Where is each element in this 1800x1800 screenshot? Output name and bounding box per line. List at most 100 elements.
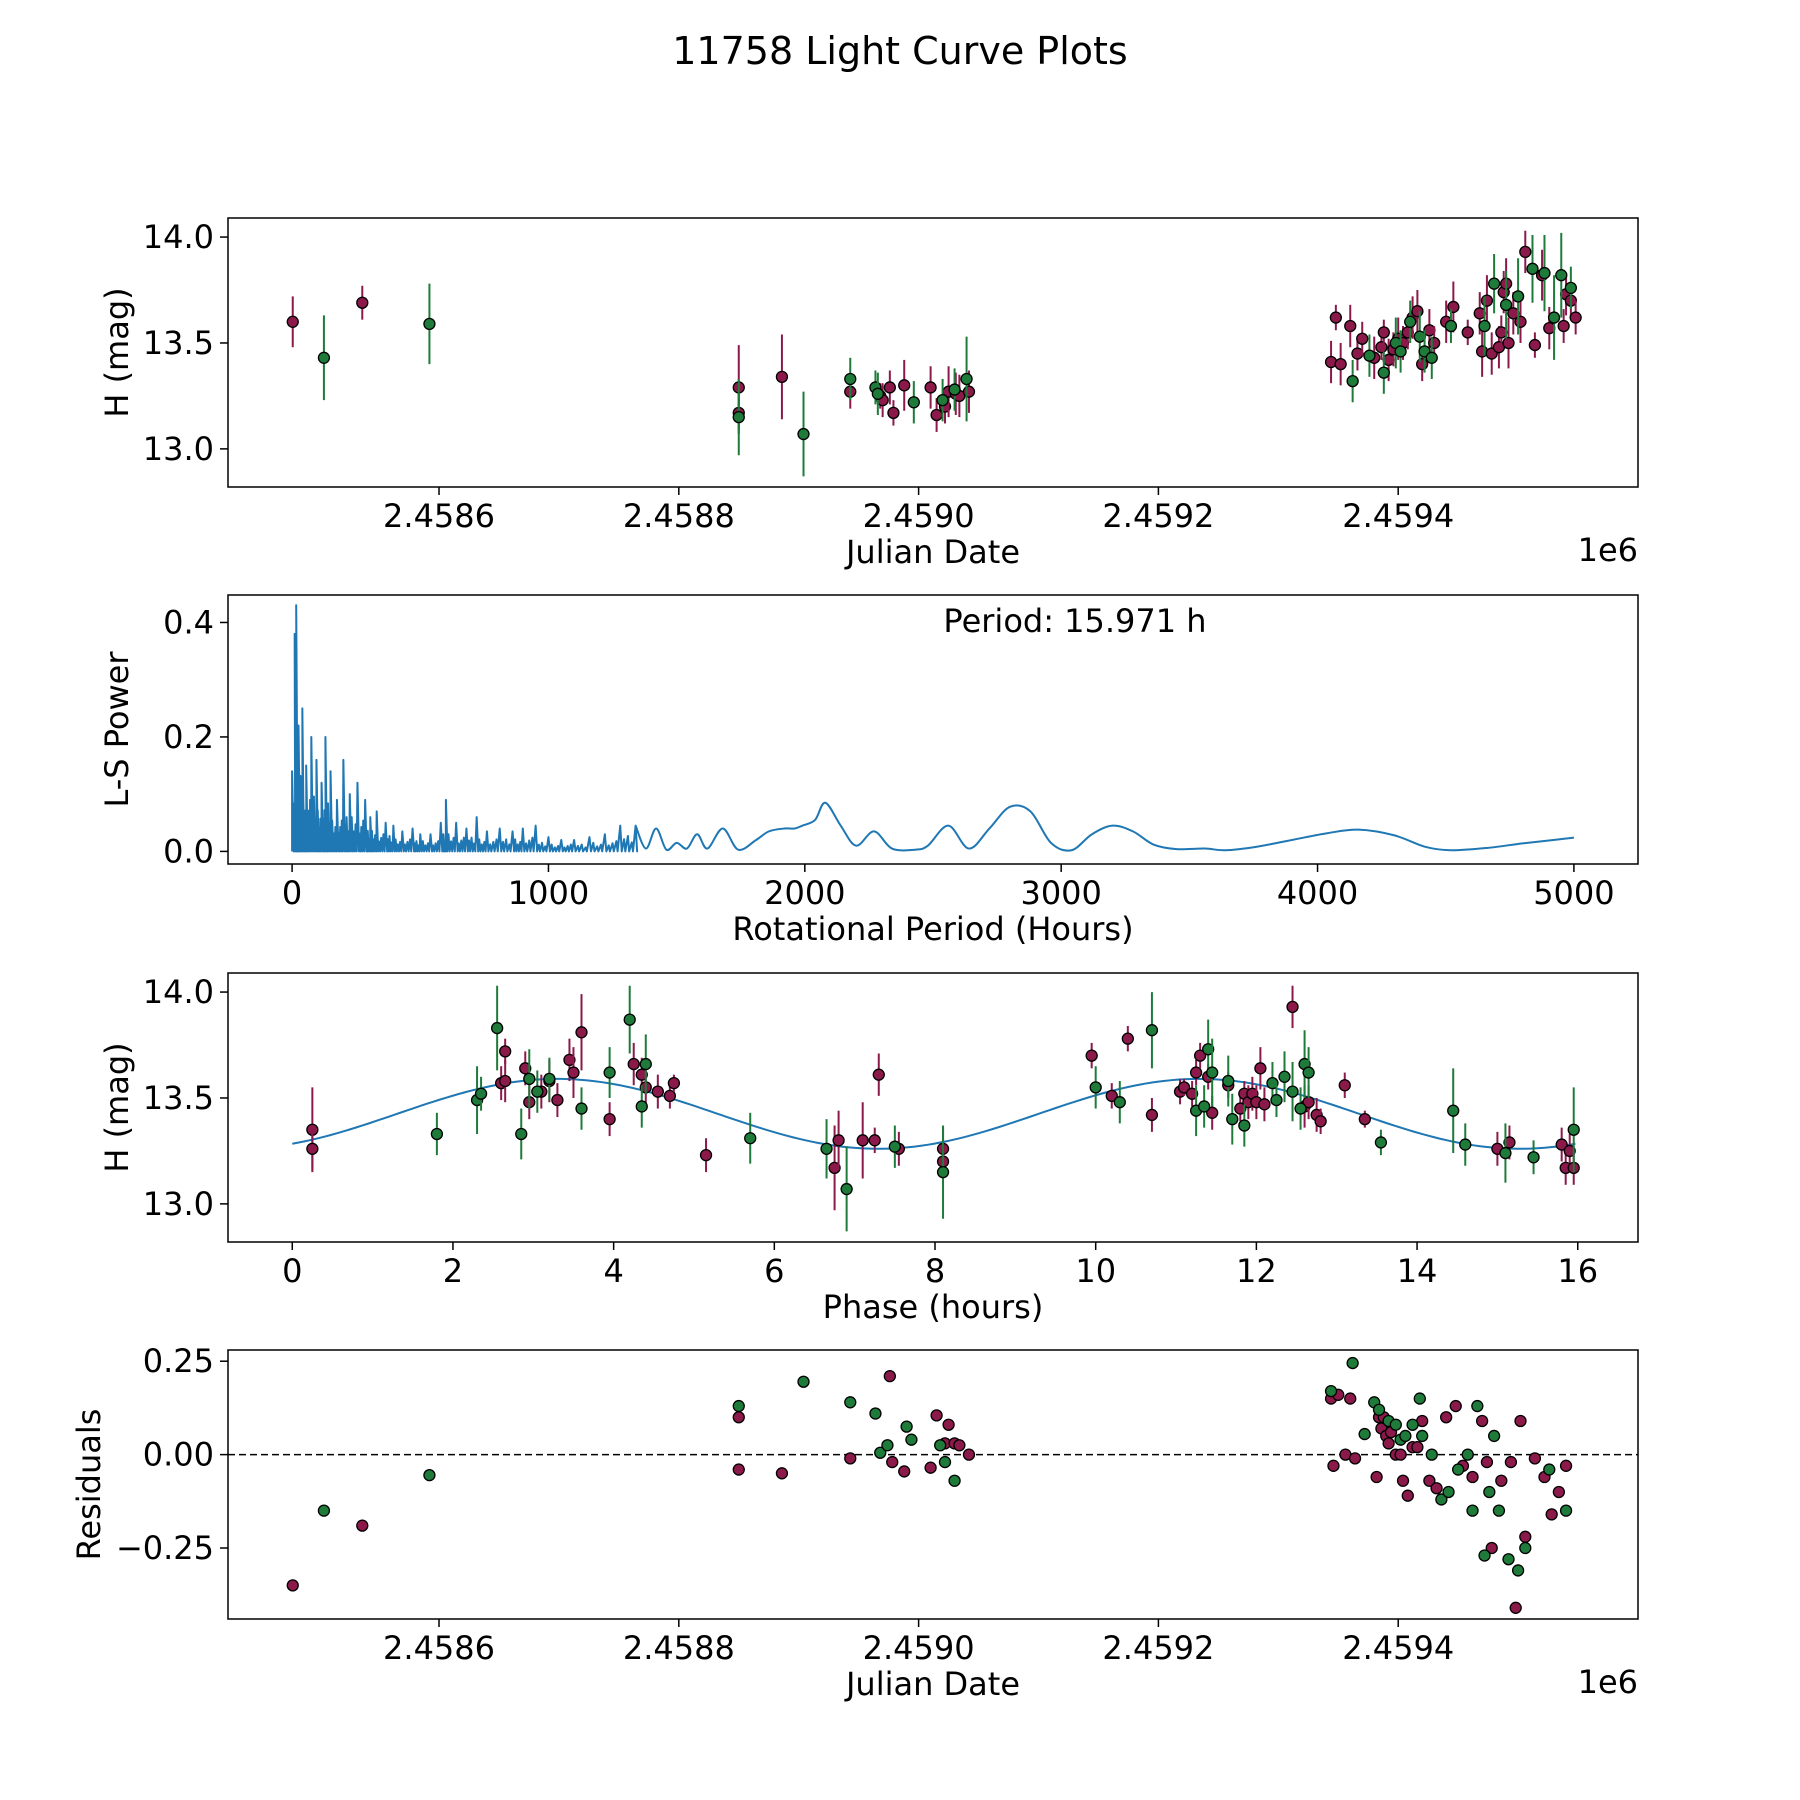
green-point (1358, 1427, 1371, 1441)
green-point (1202, 1043, 1215, 1056)
maroon-point (832, 1134, 845, 1147)
maroon-point (1552, 1485, 1566, 1499)
green-point (1198, 1100, 1211, 1113)
residuals-ticks: 2.4586 2.4588 2.4590 2.4592 2.4594 0.25 0.00 −0… (116, 1342, 1454, 1667)
x-tick-label: 6 (764, 1252, 784, 1290)
green-point (1394, 345, 1407, 358)
maroon-point (942, 1418, 955, 1431)
green-point (1206, 1066, 1219, 1079)
maroon-point (828, 1161, 841, 1175)
maroon-point (1177, 1081, 1191, 1094)
maroon-point (1189, 1066, 1203, 1079)
maroon-point (1286, 1000, 1299, 1014)
green-point (844, 372, 857, 386)
green-point (797, 427, 810, 441)
maroon-point (930, 1409, 943, 1422)
maroon-point (635, 1068, 648, 1081)
green-point (1555, 269, 1568, 282)
maroon-point (1480, 1455, 1494, 1469)
green-point (1519, 1541, 1532, 1555)
maroon-point (1348, 1452, 1362, 1465)
maroon-point (519, 1062, 532, 1075)
green-point (515, 1127, 528, 1141)
maroon-point (930, 408, 943, 422)
maroon-point (1375, 341, 1388, 354)
green-point (1372, 1403, 1386, 1416)
x-tick-label: 2.4588 (623, 497, 735, 535)
green-point (317, 351, 331, 364)
y-tick-label: 14.0 (143, 973, 214, 1011)
green-point (938, 1455, 952, 1469)
green-point (960, 372, 973, 386)
x-tick-label: 2000 (764, 874, 845, 912)
maroon-point (1555, 1138, 1568, 1151)
green-point (1478, 319, 1491, 333)
maroon-point (1258, 1098, 1271, 1111)
green-point (948, 383, 961, 396)
green-point (732, 410, 745, 424)
maroon-point (667, 1076, 681, 1090)
maroon-point (1334, 357, 1347, 371)
green-point (1238, 1119, 1251, 1132)
maroon-point (1519, 245, 1532, 259)
x-tick-label: 0 (282, 874, 302, 912)
periodogram-xlabel: Rotational Period (Hours) (732, 910, 1133, 948)
maroon-point (1428, 336, 1441, 350)
maroon-point (1475, 1414, 1489, 1428)
green-point (575, 1102, 588, 1115)
x-tick-label: 2.4592 (1102, 1629, 1214, 1667)
maroon-point (551, 1093, 564, 1107)
maroon-point (1514, 315, 1527, 328)
y-tick-label: 13.0 (143, 430, 214, 468)
green-point (623, 1013, 636, 1026)
maroon-point (1528, 1452, 1542, 1465)
y-tick-label: −0.25 (116, 1529, 214, 1567)
green-point (1286, 1085, 1299, 1098)
maroon-point (1423, 1474, 1436, 1487)
maroon-point (1504, 1455, 1518, 1469)
green-point (1466, 1504, 1479, 1517)
maroon-point (286, 315, 299, 328)
residuals-xlabel: Julian Date (844, 1665, 1020, 1703)
y-tick-label: 0.25 (143, 1342, 214, 1380)
maroon-point (887, 406, 900, 420)
x-tick-label: 0 (282, 1252, 302, 1290)
green-point (1416, 1429, 1429, 1443)
maroon-point (732, 1411, 745, 1424)
green-point (1547, 311, 1561, 324)
green-point (934, 1439, 947, 1452)
maroon-point (1085, 1049, 1098, 1062)
light-curve-xlabel: Julian Date (844, 533, 1020, 571)
y-tick-label: 13.5 (143, 324, 214, 362)
y-tick-label: 0.00 (143, 1436, 214, 1474)
maroon-point (1440, 1411, 1453, 1424)
periodogram-panel: 0 1000 2000 3000 4000 5000 0.0 0.2 0.4 Rotationa… (98, 594, 1639, 948)
x-tick-label: 2.4594 (1342, 1629, 1454, 1667)
green-point (1425, 351, 1438, 364)
green-point (936, 1165, 950, 1179)
green-point (1452, 1463, 1465, 1476)
periodogram-marks (291, 604, 1575, 853)
maroon-point (356, 296, 369, 309)
maroon-point (844, 1452, 857, 1465)
green-point (874, 1446, 887, 1459)
maroon-point (872, 1068, 885, 1081)
light-curve-ticks: 2.4586 2.4588 2.4590 2.4592 2.4594 13.0 13.5 14… (143, 218, 1454, 535)
green-point (869, 1407, 882, 1420)
maroon-point (1411, 1440, 1424, 1454)
green-point (1564, 281, 1578, 295)
green-point (1406, 1418, 1419, 1431)
green-point (1425, 1448, 1438, 1461)
green-point (1222, 1074, 1235, 1088)
maroon-point (962, 1448, 976, 1461)
maroon-point (1480, 294, 1494, 307)
maroon-point (1394, 1448, 1407, 1461)
green-point (1538, 266, 1551, 280)
light-curve-marks (286, 230, 1582, 477)
maroon-point (1495, 1474, 1508, 1487)
green-point (1302, 1066, 1315, 1079)
maroon-point (1121, 1032, 1134, 1045)
x-tick-label: 5000 (1533, 874, 1614, 912)
y-tick-label: 0.4 (163, 603, 214, 641)
